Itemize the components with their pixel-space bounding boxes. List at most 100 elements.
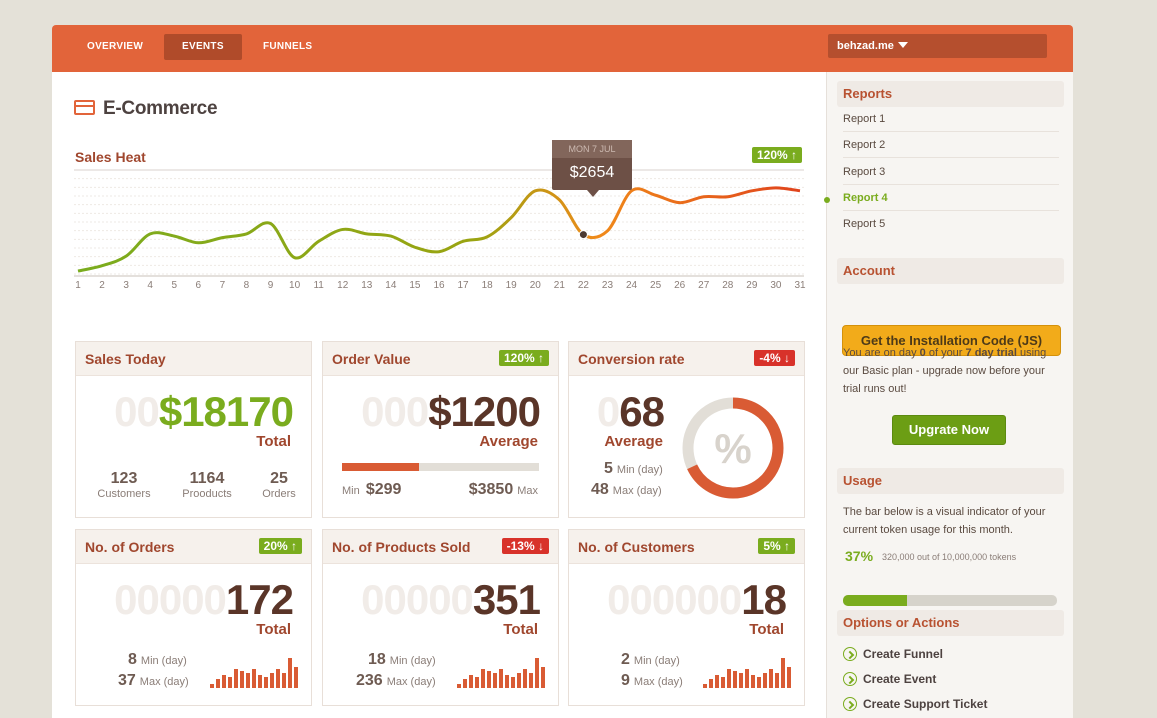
tab-overview[interactable]: OVERVIEW bbox=[87, 41, 144, 52]
caption-total: Total bbox=[256, 433, 291, 450]
caption-average: Average bbox=[604, 433, 663, 450]
sales-line-series bbox=[77, 186, 801, 273]
trial-text: of your bbox=[925, 347, 966, 359]
sparkline-bar bbox=[511, 677, 515, 688]
x-tick-label: 15 bbox=[409, 280, 421, 291]
app-frame: OVERVIEW EVENTS FUNNELS behzad.me E-Comm… bbox=[52, 25, 1073, 718]
sparkline-bar bbox=[282, 673, 286, 688]
min-value: 18 Min (day) bbox=[368, 651, 436, 669]
min-label: Min (day) bbox=[616, 464, 663, 476]
x-tick-label: 18 bbox=[482, 280, 494, 291]
tooltip-date: MON 7 JUL bbox=[552, 140, 632, 158]
sidebar-item-report-5[interactable]: Report 5 bbox=[843, 218, 886, 230]
max-label: Max (day) bbox=[612, 485, 662, 497]
tab-events[interactable]: EVENTS bbox=[164, 34, 242, 60]
action-label: Create Funnel bbox=[863, 647, 944, 661]
section-reports-title: Reports bbox=[837, 81, 1064, 107]
sidebar-item-report-1[interactable]: Report 1 bbox=[843, 106, 1059, 132]
create-event-action[interactable]: Create Event bbox=[843, 672, 936, 686]
x-tick-label: 13 bbox=[361, 280, 373, 291]
top-navigation: OVERVIEW EVENTS FUNNELS behzad.me bbox=[52, 25, 1073, 70]
create-support-ticket-action[interactable]: Create Support Ticket bbox=[843, 697, 987, 711]
customers-sparkline bbox=[703, 658, 791, 688]
sparkline-bar bbox=[751, 675, 755, 688]
user-menu[interactable]: behzad.me bbox=[828, 34, 1047, 58]
products-sparkline bbox=[457, 658, 545, 688]
sparkline-bar bbox=[535, 658, 539, 688]
trend-badge-down: -4% ↓ bbox=[754, 350, 795, 366]
min-amount: 5 bbox=[604, 460, 613, 477]
min-amount: 8 bbox=[128, 651, 137, 668]
sidebar-item-report-2[interactable]: Report 2 bbox=[843, 132, 1059, 158]
stat-orders: 25 Orders bbox=[254, 470, 304, 500]
sparkline-bar bbox=[264, 677, 268, 688]
number-padding: 00000 bbox=[114, 576, 227, 623]
sparkline-bar bbox=[252, 669, 256, 688]
trial-length: 7 day trial bbox=[965, 347, 1017, 359]
sparkline-bar bbox=[475, 677, 479, 688]
create-funnel-action[interactable]: Create Funnel bbox=[843, 647, 943, 661]
min-label: Min (day) bbox=[633, 655, 680, 667]
sparkline-bar bbox=[739, 673, 743, 688]
big-number: 00$18170 bbox=[114, 388, 294, 436]
sparkline-bar bbox=[745, 669, 749, 688]
x-tick-label: 23 bbox=[602, 280, 614, 291]
stat-customers: 123 Customers bbox=[94, 470, 154, 500]
trial-notice: You are on day 0 of your 7 day trial usi… bbox=[843, 344, 1059, 398]
upgrade-now-button[interactable]: Upgrate Now bbox=[892, 415, 1006, 445]
tab-funnels[interactable]: FUNNELS bbox=[263, 41, 313, 52]
active-indicator-dot bbox=[824, 197, 830, 203]
x-tick-label: 29 bbox=[746, 280, 758, 291]
max-amount: 9 bbox=[621, 672, 630, 689]
sparkline-bar bbox=[216, 679, 220, 688]
stat-value: 1164 bbox=[189, 470, 225, 487]
action-label: Create Event bbox=[863, 672, 937, 686]
max-label: Max bbox=[517, 485, 538, 497]
percent-symbol: % bbox=[714, 425, 751, 472]
stat-products: 1164 Prooducts bbox=[174, 470, 240, 500]
page-title: E-Commerce bbox=[74, 98, 218, 120]
x-tick-label: 3 bbox=[123, 280, 129, 291]
x-tick-label: 28 bbox=[722, 280, 734, 291]
number-padding: 0 bbox=[596, 388, 620, 435]
install-code-button[interactable]: Get the Installation Code (JS) bbox=[842, 325, 1061, 356]
trend-badge-up: 5% ↑ bbox=[758, 538, 795, 554]
sparkline-bar bbox=[733, 671, 737, 688]
big-number-value: $18170 bbox=[158, 388, 294, 435]
sparkline-bar bbox=[505, 675, 509, 688]
x-tick-label: 21 bbox=[554, 280, 566, 291]
sparkline-bar bbox=[258, 675, 262, 688]
usage-detail: 320,000 out of 10,000,000 tokens bbox=[882, 552, 1017, 562]
sparkline-bar bbox=[721, 677, 725, 688]
sidebar-item-report-4[interactable]: Report 4 bbox=[843, 185, 1059, 211]
caption-total: Total bbox=[256, 621, 291, 638]
card-order-value: Order Value 120% ↑ 000$1200 Average Min … bbox=[322, 341, 559, 518]
card-title: No. of Customers bbox=[569, 530, 804, 564]
sparkline-bar bbox=[210, 684, 214, 688]
action-label: Create Support Ticket bbox=[863, 697, 988, 711]
sparkline-bar bbox=[493, 673, 497, 688]
section-account-title: Account bbox=[837, 258, 1064, 284]
sales-heat-chart[interactable]: 1 2 3 4 5 6 7 8 9 10 11 12 13 14 15 16 17 18 19 20 21 22 23 24 2… bbox=[74, 162, 808, 292]
chart-title: Sales Heat bbox=[75, 149, 146, 165]
card-conversion-rate: Conversion rate -4% ↓ 068 Average 5 Min (… bbox=[568, 341, 805, 518]
sparkline-bar bbox=[222, 675, 226, 688]
sidebar-item-report-3[interactable]: Report 3 bbox=[843, 159, 1059, 185]
big-number: 00000172 bbox=[114, 576, 294, 624]
min-label: Min bbox=[342, 485, 360, 497]
card-products-sold: No. of Products Sold -13% ↓ 00000351 Tot… bbox=[322, 529, 559, 706]
x-tick-label: 24 bbox=[626, 280, 638, 291]
x-tick-label: 22 bbox=[578, 280, 590, 291]
sparkline-bar bbox=[457, 684, 461, 688]
x-tick-label: 25 bbox=[650, 280, 662, 291]
sparkline-bar bbox=[529, 673, 533, 688]
sparkline-bar bbox=[481, 669, 485, 688]
x-tick-label: 14 bbox=[385, 280, 397, 291]
sparkline-bar bbox=[757, 677, 761, 688]
stat-value: 123 bbox=[110, 470, 138, 487]
big-number: 00000351 bbox=[361, 576, 541, 624]
order-range-bar bbox=[342, 463, 539, 471]
max-amount: 48 bbox=[591, 481, 609, 498]
user-name: behzad.me bbox=[837, 40, 894, 52]
x-tick-label: 26 bbox=[674, 280, 686, 291]
